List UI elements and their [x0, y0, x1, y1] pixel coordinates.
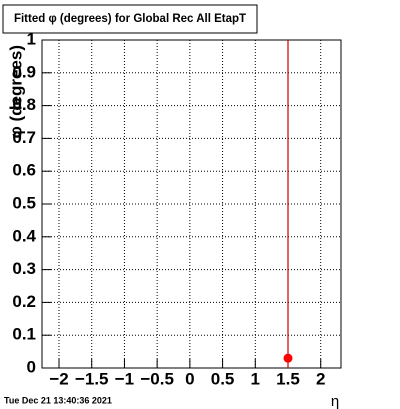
y-tick-label: 0.8 — [12, 95, 36, 114]
y-tick-label: 0 — [27, 357, 36, 376]
y-tick-label: 0.3 — [12, 259, 36, 278]
plot-frame — [41, 39, 342, 369]
x-tick-label: −1.5 — [75, 369, 109, 388]
y-tick-label: 0.6 — [12, 161, 36, 180]
x-tick-label: −2 — [49, 369, 68, 388]
y-tick-label: 0.2 — [12, 292, 36, 311]
x-tick-label: 1.5 — [276, 369, 300, 388]
y-tick-label: 0.7 — [12, 128, 36, 147]
x-tick-label: 2 — [316, 369, 325, 388]
x-axis-label: η — [331, 393, 339, 409]
x-tick-label: 0 — [185, 369, 194, 388]
chart-title: Fitted φ (degrees) for Global Rec All Et… — [14, 13, 246, 25]
y-tick-label: 0.1 — [12, 325, 36, 344]
data-point — [283, 353, 293, 363]
x-tick-label: −0.5 — [140, 369, 174, 388]
y-axis-label: φ (degrees) — [6, 45, 25, 138]
x-tick-label: 0.5 — [211, 369, 235, 388]
y-tick-label: 0.4 — [12, 226, 36, 245]
title-box — [2, 4, 258, 34]
y-tick-label: 0.5 — [12, 193, 36, 212]
x-tick-label: 1 — [251, 369, 260, 388]
y-tick-label: 0.9 — [12, 62, 36, 81]
x-tick-label: −1 — [115, 369, 134, 388]
y-tick-label: 1 — [27, 29, 36, 48]
timestamp: Tue Dec 21 13:40:36 2021 — [4, 395, 112, 405]
